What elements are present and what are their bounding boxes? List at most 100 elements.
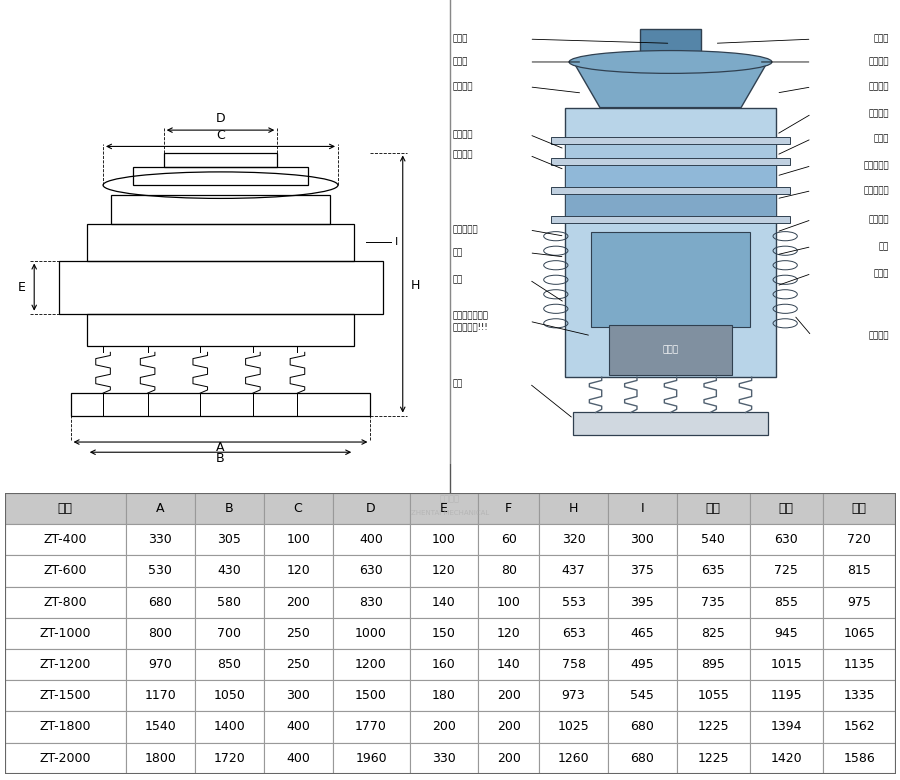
Bar	[677, 743, 750, 774]
Text: H: H	[569, 502, 578, 515]
Text: 430: 430	[218, 565, 241, 577]
Text: 540: 540	[701, 534, 725, 546]
Bar	[4, 618, 126, 649]
Bar	[164, 153, 277, 167]
Bar	[4, 587, 126, 618]
Text: 1260: 1260	[558, 752, 590, 764]
Bar	[126, 587, 194, 618]
Bar	[410, 618, 479, 649]
Bar	[677, 711, 750, 743]
Text: 球形清洁板: 球形清洁板	[863, 161, 889, 170]
Text: 120: 120	[286, 565, 310, 577]
Text: ZT-400: ZT-400	[43, 534, 87, 546]
Text: 855: 855	[774, 596, 798, 608]
Text: ZT-2000: ZT-2000	[40, 752, 91, 764]
Bar	[552, 158, 789, 165]
Text: 一般结构图: 一般结构图	[648, 470, 702, 488]
Text: 100: 100	[432, 534, 456, 546]
Bar	[111, 195, 330, 224]
Text: 一层: 一层	[706, 502, 721, 515]
Bar	[608, 649, 677, 680]
Bar	[478, 649, 539, 680]
Bar	[264, 711, 332, 743]
Bar	[194, 711, 264, 743]
Bar	[333, 649, 410, 680]
Text: 725: 725	[774, 565, 798, 577]
Text: 825: 825	[701, 627, 725, 640]
Text: 545: 545	[630, 690, 654, 702]
Text: 495: 495	[631, 658, 654, 671]
Bar	[677, 649, 750, 680]
Bar	[564, 161, 777, 190]
Text: 弹簧: 弹簧	[452, 275, 463, 284]
Bar	[539, 618, 608, 649]
Text: A: A	[216, 441, 225, 454]
Text: F: F	[505, 502, 512, 515]
Bar	[750, 680, 823, 711]
Bar	[539, 743, 608, 774]
Text: 1586: 1586	[843, 752, 875, 764]
Bar	[126, 711, 194, 743]
Text: 200: 200	[497, 690, 521, 702]
Text: 防尘盖: 防尘盖	[452, 34, 468, 44]
Text: H: H	[410, 278, 420, 292]
Text: 1800: 1800	[145, 752, 176, 764]
Text: 1335: 1335	[843, 690, 875, 702]
Bar	[677, 587, 750, 618]
Text: 945: 945	[774, 627, 798, 640]
Bar	[564, 108, 777, 378]
Bar	[126, 649, 194, 680]
Bar	[4, 493, 126, 524]
Bar	[539, 680, 608, 711]
Text: 100: 100	[286, 534, 310, 546]
Bar	[410, 649, 479, 680]
Text: 970: 970	[148, 658, 173, 671]
Text: 400: 400	[286, 721, 310, 733]
Text: 1540: 1540	[145, 721, 176, 733]
Text: 553: 553	[562, 596, 586, 608]
Bar	[126, 555, 194, 587]
Bar	[539, 493, 608, 524]
Text: 200: 200	[497, 721, 521, 733]
Bar	[750, 587, 823, 618]
Text: 底座: 底座	[452, 379, 463, 388]
Bar	[564, 190, 777, 220]
Text: 200: 200	[432, 721, 456, 733]
Bar	[410, 555, 479, 587]
Text: 320: 320	[562, 534, 585, 546]
Bar	[640, 29, 701, 62]
Text: 60: 60	[500, 534, 517, 546]
Polygon shape	[573, 62, 768, 108]
Bar	[478, 555, 539, 587]
Bar	[823, 743, 896, 774]
Bar	[4, 524, 126, 555]
Text: 330: 330	[432, 752, 455, 764]
Ellipse shape	[569, 51, 772, 73]
Text: E: E	[18, 281, 26, 293]
Bar	[264, 555, 332, 587]
Text: 200: 200	[497, 752, 521, 764]
Text: 180: 180	[432, 690, 456, 702]
Bar	[539, 711, 608, 743]
Text: 辅助筛网: 辅助筛网	[868, 83, 889, 91]
Bar	[750, 493, 823, 524]
Bar	[564, 140, 777, 161]
Bar	[823, 680, 896, 711]
Text: B: B	[216, 452, 225, 465]
Bar	[410, 680, 479, 711]
Bar	[410, 587, 479, 618]
Text: B: B	[225, 502, 234, 515]
Text: 筛网法兰: 筛网法兰	[868, 109, 889, 119]
Bar	[4, 711, 126, 743]
Text: I: I	[641, 502, 644, 515]
Text: 305: 305	[217, 534, 241, 546]
Bar	[410, 743, 479, 774]
Text: 800: 800	[148, 627, 173, 640]
Text: 150: 150	[432, 627, 456, 640]
Text: 小尺寸排料: 小尺寸排料	[452, 225, 478, 235]
Text: 束环: 束环	[452, 248, 463, 257]
Text: 1225: 1225	[698, 721, 729, 733]
Text: 1170: 1170	[145, 690, 176, 702]
Bar	[86, 224, 354, 261]
Bar	[70, 393, 371, 416]
